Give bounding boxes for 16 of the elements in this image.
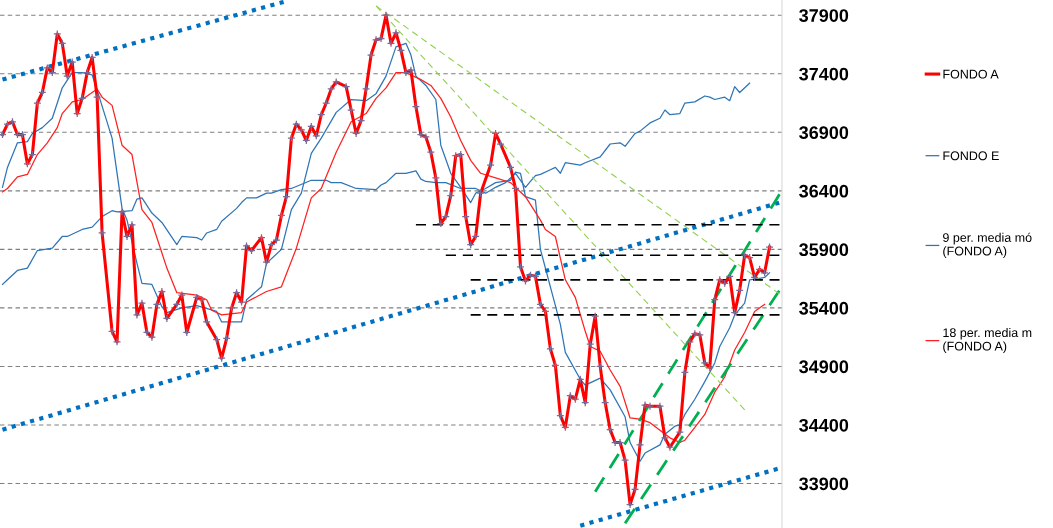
y-tick-label: 37900 xyxy=(799,9,849,22)
line-series xyxy=(623,288,781,525)
y-tick-label: 36900 xyxy=(799,126,849,140)
legend-label: FONDO E xyxy=(943,151,999,161)
line-series xyxy=(593,192,781,494)
line-series xyxy=(0,200,782,432)
y-tick-label: 34900 xyxy=(799,360,849,374)
legend-label: 18 per. media m (FONDO A) xyxy=(943,327,1032,354)
y-tick-label: 34400 xyxy=(799,418,849,432)
y-tick-label: 36400 xyxy=(799,184,849,198)
y-tick-label: 37400 xyxy=(799,67,849,81)
y-tick-label: 33900 xyxy=(799,477,849,491)
legend-label: 9 per. media mó (FONDO A) xyxy=(943,232,1032,258)
y-tick-label: 35400 xyxy=(799,301,849,315)
legend-label: FONDO A xyxy=(943,69,999,79)
y-tick-label: 35900 xyxy=(799,243,849,257)
